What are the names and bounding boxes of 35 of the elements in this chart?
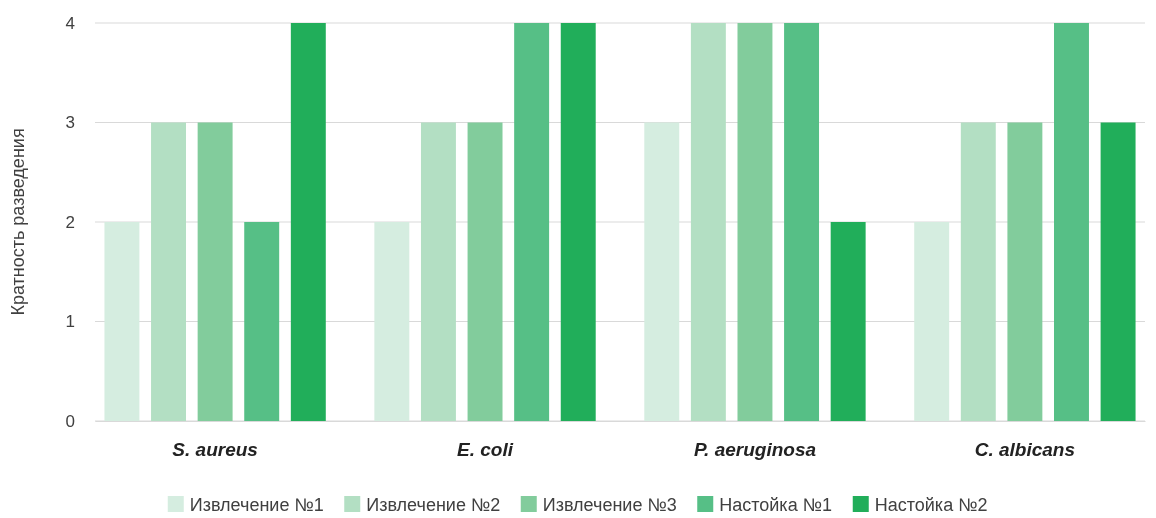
bar bbox=[784, 23, 820, 421]
bar bbox=[197, 122, 233, 421]
y-tick-label: 0 bbox=[65, 411, 75, 431]
bar bbox=[1007, 122, 1043, 421]
x-tick-label: S. aureus bbox=[172, 439, 258, 461]
bar bbox=[374, 222, 410, 421]
bar bbox=[830, 222, 866, 421]
x-tick-label: C. albicans bbox=[974, 439, 1076, 461]
bar bbox=[244, 222, 280, 421]
y-tick-label: 2 bbox=[65, 212, 75, 232]
bar bbox=[151, 122, 186, 421]
bar bbox=[290, 23, 326, 421]
bar bbox=[737, 23, 773, 421]
bar bbox=[690, 23, 726, 421]
bar bbox=[914, 222, 950, 421]
legend-label: Извлечение №2 bbox=[366, 495, 501, 515]
bar bbox=[420, 122, 456, 421]
legend-label: Извлечение №3 bbox=[542, 495, 677, 515]
bar bbox=[644, 122, 680, 421]
legend-label: Настойка №2 bbox=[874, 495, 988, 515]
bar bbox=[467, 122, 503, 421]
y-axis-title: Кратность разведения bbox=[8, 128, 28, 316]
legend-label: Извлечение №1 bbox=[189, 495, 324, 515]
bar bbox=[514, 23, 550, 421]
bar bbox=[1054, 23, 1089, 421]
bar bbox=[560, 23, 596, 421]
legend-label: Настойка №1 bbox=[719, 495, 832, 515]
bar bbox=[960, 122, 996, 421]
y-tick-label: 1 bbox=[65, 312, 75, 332]
x-tick-label: E. coli bbox=[457, 439, 514, 461]
bar bbox=[1100, 122, 1136, 421]
x-tick-label: P. aeruginosa bbox=[693, 439, 817, 461]
y-tick-label: 4 bbox=[65, 13, 75, 33]
y-tick-label: 3 bbox=[65, 113, 75, 133]
bar bbox=[104, 222, 140, 421]
